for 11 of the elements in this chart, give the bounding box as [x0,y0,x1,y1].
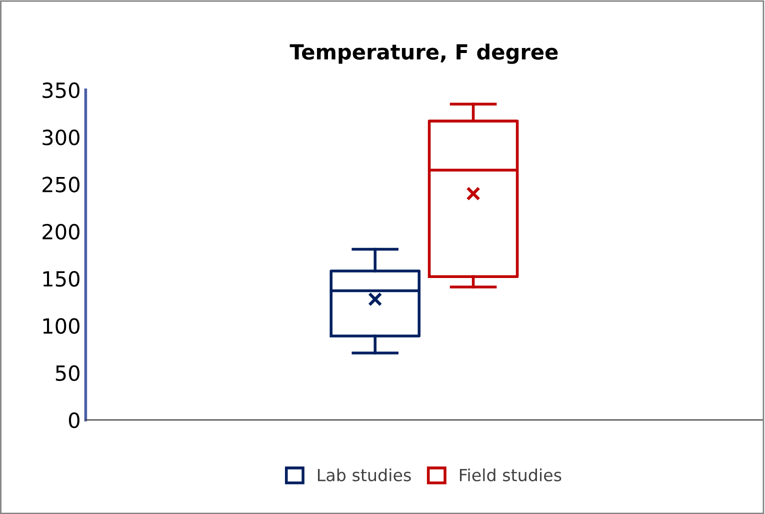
legend-label: Field studies [460,468,562,482]
chart-title: Temperature, F degree [290,44,558,64]
y-tick-label: 50 [56,365,80,382]
y-tick-label: 350 [42,82,80,98]
y-tick-label: 0 [68,412,80,428]
y-tick-label: 300 [42,130,80,146]
y-tick-label: 100 [43,318,80,334]
y-tick-label: 200 [42,224,80,240]
y-tick-label: 250 [42,176,80,192]
y-tick-label: 150 [43,270,80,287]
legend-label: Lab studies [318,468,411,482]
